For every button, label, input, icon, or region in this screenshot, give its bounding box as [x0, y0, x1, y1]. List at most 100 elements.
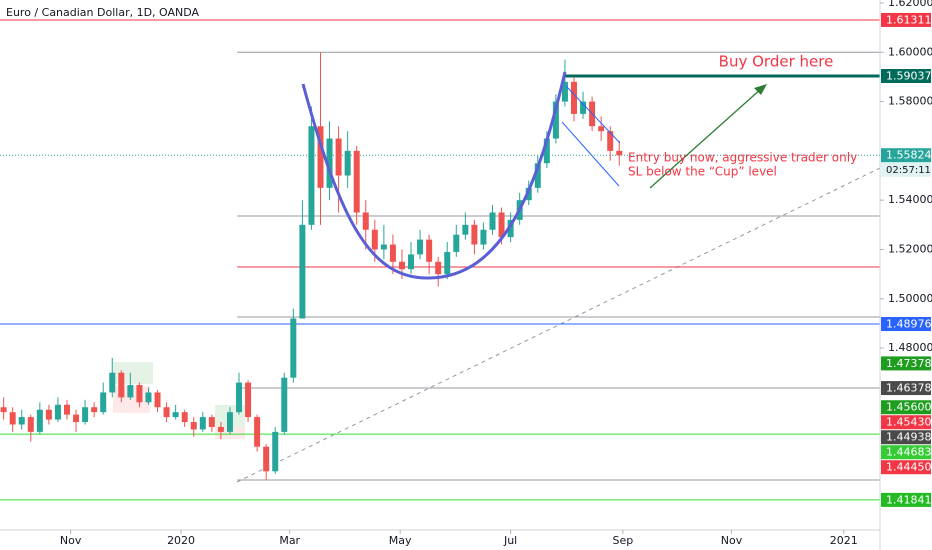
candle-body: [236, 382, 243, 413]
candle-body: [109, 372, 116, 393]
channel-line: [561, 121, 620, 187]
countdown: 02:57:11: [886, 165, 931, 176]
candle-body: [226, 412, 233, 432]
candle-body: [417, 239, 424, 255]
candle-body: [272, 431, 279, 472]
price-badge: [881, 445, 931, 460]
candle-body: [435, 261, 442, 275]
candle-body: [344, 150, 351, 176]
cup-curve: [301, 71, 567, 280]
candle-body: [63, 404, 70, 415]
candle-body: [299, 224, 306, 319]
candle-body: [371, 229, 378, 250]
candle-body: [453, 234, 460, 252]
candle-body: [27, 417, 34, 432]
price-badge-label: 1.44450: [886, 461, 932, 474]
x-tick-label: 2021: [830, 534, 858, 547]
price-badge: [881, 460, 931, 475]
price-badge: [881, 356, 931, 371]
candle-body: [380, 244, 387, 250]
candle-body: [534, 163, 541, 188]
candle-body: [616, 150, 623, 156]
candle-body: [199, 417, 206, 430]
y-tick-label: 1.48000: [888, 341, 932, 354]
candle-body: [100, 392, 107, 413]
price-badge-label: 1.44938: [886, 431, 932, 444]
candle-body: [552, 101, 559, 139]
candle-body: [281, 377, 288, 432]
arrow-line: [649, 87, 763, 189]
y-tick-label: 1.52000: [888, 242, 932, 255]
price-badge: [881, 381, 931, 396]
arrow-head: [754, 84, 767, 95]
candle-body: [163, 407, 170, 418]
candle-body: [172, 412, 179, 418]
y-tick-label: 1.62000: [888, 0, 932, 9]
x-tick-label: Nov: [721, 534, 743, 547]
price-badge: [881, 492, 931, 507]
price-badge-label: 1.45430: [886, 416, 932, 429]
time-axis: [0, 530, 880, 550]
candle-body: [45, 409, 52, 420]
candle-body: [118, 372, 125, 398]
candle-body: [561, 81, 568, 102]
candle-body: [598, 126, 605, 132]
y-tick-label: 1.50000: [888, 292, 932, 305]
price-badge-label: 1.41841: [886, 493, 932, 506]
candle-body: [36, 409, 43, 432]
price-badge-label: 1.45600: [886, 401, 932, 414]
price-badge-label: 1.46378: [886, 382, 932, 395]
candle-body: [154, 392, 161, 408]
price-badge: [881, 68, 931, 83]
candle-body: [217, 426, 224, 432]
x-tick-label: Jul: [503, 534, 517, 547]
candle-body: [190, 422, 197, 430]
y-tick-label: 1.54000: [888, 193, 932, 206]
candle-body: [317, 126, 324, 188]
candle-body: [389, 244, 396, 262]
x-tick-label: 2020: [167, 534, 195, 547]
candle-body: [525, 187, 532, 201]
candle-body: [208, 417, 215, 427]
price-badge: [881, 12, 931, 27]
candle-body: [335, 138, 342, 176]
candle-body: [426, 239, 433, 262]
price-badge: [881, 400, 931, 415]
annotation: Buy Order here: [719, 53, 834, 71]
candle-body: [480, 229, 487, 245]
price-badge: [881, 148, 931, 163]
candle-body: [136, 385, 143, 403]
price-badge-label: 1.48976: [886, 318, 932, 331]
price-badge-label: 1.47378: [886, 357, 932, 370]
candle-body: [308, 126, 315, 225]
candle-body: [245, 382, 252, 418]
candle-body: [353, 150, 360, 213]
candle-body: [127, 385, 134, 398]
candle-body: [543, 138, 550, 164]
annotation: SL below the “Cup” level: [628, 165, 777, 179]
drawings: [0, 19, 881, 501]
candle-body: [73, 414, 80, 423]
price-badge-label: 1.55824: [886, 149, 932, 162]
candle-body: [607, 131, 614, 151]
overlay: Buy Order here Entry buy now, aggressive…: [6, 6, 857, 280]
candle-body: [444, 251, 451, 275]
candle-body: [145, 392, 152, 403]
candle-body: [82, 407, 89, 423]
x-tick-label: Mar: [279, 534, 300, 547]
annotation: Entry buy now, aggressive trader only: [628, 151, 857, 165]
candle-body: [570, 81, 577, 114]
x-tick-label: Sep: [613, 534, 634, 547]
candle-body: [498, 212, 505, 238]
candle-body: [471, 224, 478, 245]
candle-body: [398, 261, 405, 270]
candle-body: [54, 404, 61, 420]
candle-body: [507, 219, 514, 238]
price-badge: [881, 317, 931, 332]
candle-body: [0, 407, 7, 413]
candle-body: [18, 417, 25, 425]
candle-body: [91, 407, 98, 413]
